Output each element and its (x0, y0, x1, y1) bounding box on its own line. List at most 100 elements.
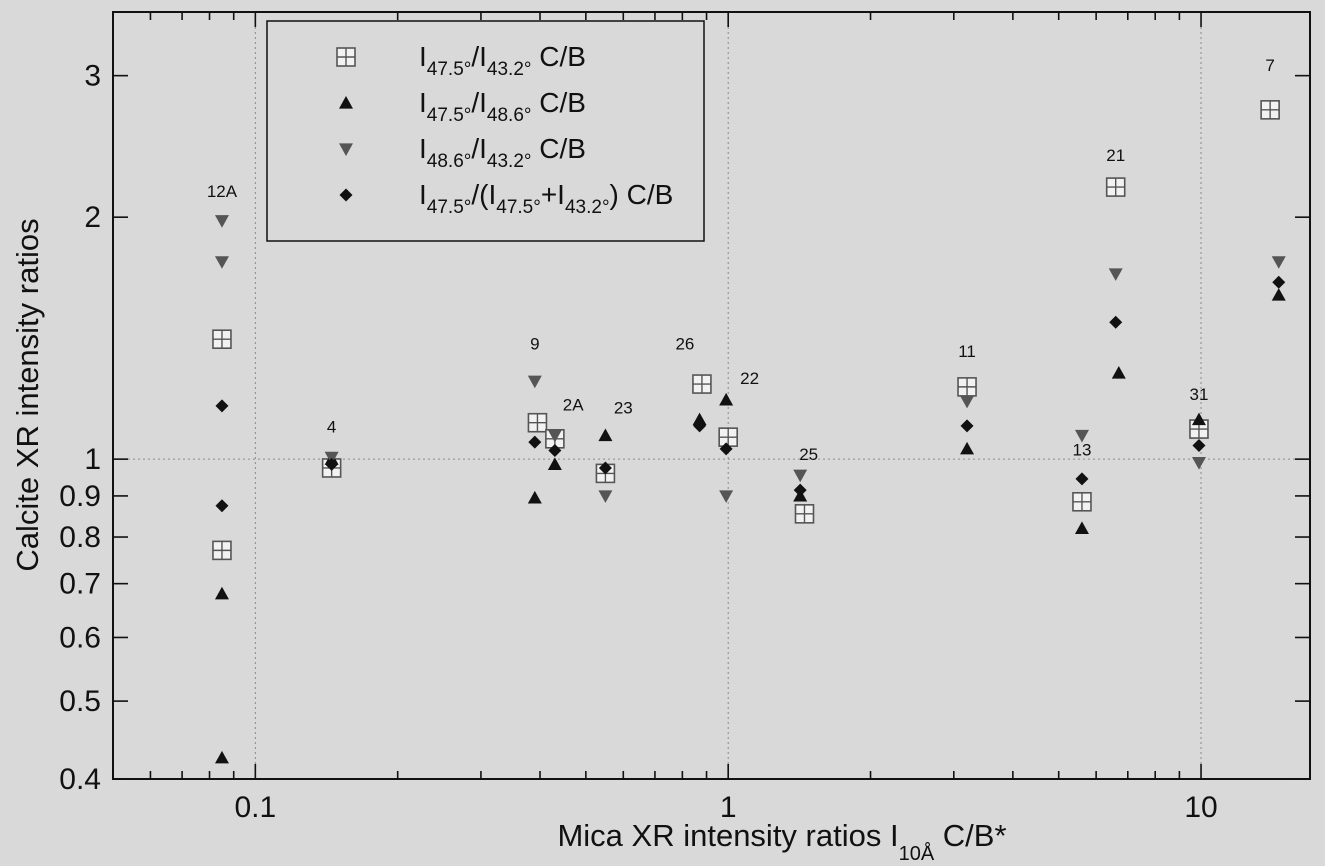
marker-diamond (325, 457, 339, 471)
marker-triangle-down (598, 490, 613, 503)
data-point (547, 429, 562, 443)
legend-label-subscript: 47.5° (496, 197, 541, 218)
data-point (1072, 491, 1092, 512)
marker-triangle-down (1074, 429, 1089, 443)
point-label: 13 (1073, 441, 1092, 460)
series-4 (215, 275, 1286, 513)
y-axis-label: Calcite XR intensity ratios (10, 218, 45, 571)
legend-entry: I48.6°/I43.2° C/B (339, 133, 586, 172)
data-point (718, 427, 738, 447)
marker-triangle-down (339, 143, 353, 156)
marker-triangle-down (793, 469, 808, 483)
point-label: 7 (1265, 56, 1274, 75)
legend-entry: I47.5°/I43.2° C/B (336, 41, 586, 80)
series-2 (214, 288, 1286, 764)
point-labels: 12A 4 9 2A 23 26 22 25 11 13 21 31 7 (207, 56, 1275, 464)
marker-triangle-up (1191, 412, 1206, 426)
data-point (960, 395, 975, 409)
data-point (214, 750, 229, 764)
data-point (1260, 100, 1280, 120)
legend-label-part: /(I (471, 179, 496, 210)
marker-triangle-up (214, 750, 229, 764)
data-point (325, 457, 339, 471)
data-point (527, 375, 542, 389)
legend-label-part: ) C/B (610, 179, 674, 210)
marker-triangle-up (692, 412, 707, 426)
data-point (547, 457, 562, 471)
marker-triangle-up (1271, 288, 1286, 301)
legend-label-part: I (419, 87, 427, 118)
x-tick-label: 10 (1184, 791, 1217, 824)
y-tick-label: 0.5 (59, 685, 101, 718)
x-axis-label-suffix: C/B* (934, 818, 1006, 853)
plot-frame (112, 11, 1311, 780)
point-label: 31 (1190, 385, 1209, 404)
data-point (1271, 288, 1286, 301)
marker-triangle-down (1108, 268, 1123, 281)
point-label: 22 (740, 369, 759, 388)
marker-triangle-up (214, 586, 229, 600)
legend-entry: I47.5°/(I47.5°+I43.2°) C/B (339, 179, 674, 218)
data-point (719, 490, 734, 503)
marker-diamond (693, 419, 707, 433)
legend-entry: I47.5°/I48.6° C/B (339, 87, 586, 126)
point-label: 25 (799, 445, 818, 464)
y-tick-label: 1 (84, 443, 101, 476)
x-axis-label: Mica XR intensity ratios I10Å C/B* (557, 818, 1006, 865)
data-point (957, 377, 977, 397)
data-point (1111, 365, 1126, 379)
legend-label-subscript: 47.5° (427, 59, 472, 80)
data-point (1108, 268, 1123, 281)
legend-label-part: /I (471, 133, 487, 164)
marker-diamond (719, 442, 733, 456)
data-point (527, 412, 548, 433)
point-label: 23 (614, 398, 633, 417)
y-tick-label: 3 (84, 60, 101, 93)
data-point (1075, 472, 1089, 486)
y-tick-label: 2 (84, 201, 101, 234)
marker-triangle-up (527, 490, 542, 504)
data-point (598, 490, 613, 503)
legend-label-part: I (419, 133, 427, 164)
data-point (793, 469, 808, 483)
data-point (527, 490, 542, 504)
marker-triangle-down (960, 395, 975, 409)
marker-triangle-down (214, 256, 229, 269)
point-label: 4 (327, 417, 336, 436)
data-point (1192, 438, 1206, 452)
data-point (214, 215, 229, 228)
legend-label: I47.5°/I48.6° C/B (419, 87, 586, 126)
data-point (528, 435, 542, 449)
marker-diamond (598, 461, 612, 475)
x-tick-label: 0.1 (234, 791, 276, 824)
marker-triangle-down (547, 429, 562, 443)
point-label: 12A (207, 182, 238, 201)
marker-diamond (215, 499, 229, 513)
marker-diamond (1192, 438, 1206, 452)
marker-triangle-up (547, 457, 562, 471)
marker-triangle-up (598, 428, 613, 442)
data-point (719, 442, 733, 456)
data-point (692, 412, 707, 426)
legend-label-part: +I (541, 179, 565, 210)
data-point (215, 399, 229, 413)
point-label: 9 (530, 334, 539, 353)
data-point (1074, 429, 1089, 443)
x-axis-label-main: Mica XR intensity ratios I (557, 818, 898, 853)
y-tick-label: 0.9 (59, 480, 101, 513)
data-markers (212, 100, 1286, 764)
legend-label-part: C/B (532, 41, 586, 72)
legend-label-subscript: 48.6° (487, 105, 532, 126)
legend-label: I48.6°/I43.2° C/B (419, 133, 586, 172)
data-point (215, 499, 229, 513)
data-point (793, 483, 807, 497)
x-tick-label: 1 (720, 791, 737, 824)
legend-label-part: I (419, 179, 427, 210)
legend-label-part: I (419, 41, 427, 72)
data-point (1191, 457, 1206, 470)
data-point (960, 419, 974, 433)
marker-triangle-down (527, 375, 542, 389)
